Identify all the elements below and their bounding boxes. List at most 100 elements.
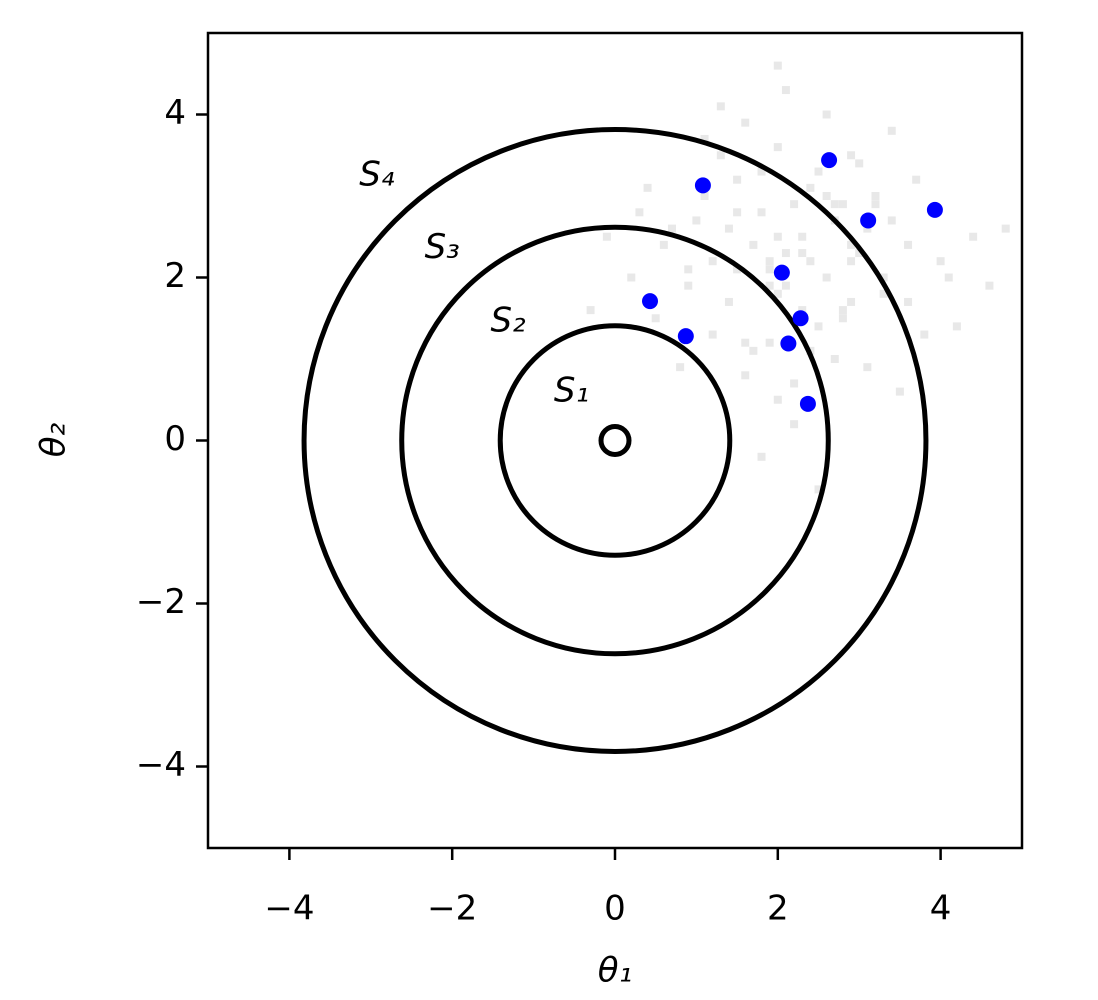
posterior-point <box>733 208 742 217</box>
posterior-point <box>863 224 872 233</box>
posterior-point <box>741 371 750 380</box>
y-tick-label: 0 <box>164 419 186 459</box>
x-tick-label: 4 <box>930 889 952 929</box>
posterior-point <box>936 257 945 266</box>
posterior-point <box>863 363 872 372</box>
region-boundary <box>399 224 831 657</box>
center-marker <box>598 424 632 457</box>
posterior-point <box>741 338 750 347</box>
posterior-point <box>708 257 717 266</box>
posterior-point <box>847 297 856 306</box>
posterior-point <box>822 273 831 282</box>
sample-point <box>860 212 877 229</box>
region-boundary <box>497 323 733 558</box>
posterior-point <box>985 281 994 290</box>
posterior-point <box>806 257 815 266</box>
posterior-point <box>773 289 782 298</box>
posterior-point <box>790 200 799 209</box>
posterior-point <box>765 257 774 266</box>
posterior-point <box>798 249 807 258</box>
posterior-point <box>814 322 823 331</box>
sample-point <box>792 310 809 327</box>
x-axis-label: θ₁ <box>598 951 632 991</box>
x-tick-label: −2 <box>427 889 477 929</box>
posterior-point <box>798 306 807 315</box>
posterior-point <box>667 224 676 233</box>
posterior-point <box>627 273 636 282</box>
posterior-point <box>855 249 864 258</box>
x-tick-label: 2 <box>767 889 789 929</box>
posterior-point <box>969 232 978 241</box>
sample-point <box>677 328 694 345</box>
posterior-point <box>847 151 856 160</box>
y-tick-label: −2 <box>136 582 186 622</box>
posterior-point <box>790 420 799 429</box>
posterior-point <box>879 289 888 298</box>
posterior-point <box>798 232 807 241</box>
sample-point <box>926 201 943 218</box>
posterior-point <box>716 102 725 111</box>
posterior-point <box>692 216 701 225</box>
posterior-point <box>879 273 888 282</box>
posterior-point <box>708 330 717 339</box>
posterior-point <box>838 306 847 315</box>
posterior-point <box>773 395 782 404</box>
posterior-point <box>895 387 904 396</box>
posterior-point <box>757 167 766 176</box>
sample-point <box>821 152 838 169</box>
posterior-point <box>830 200 839 209</box>
posterior-point <box>757 452 766 461</box>
posterior-point <box>749 346 758 355</box>
posterior-point <box>700 192 709 200</box>
posterior-point <box>806 183 815 192</box>
posterior-point <box>871 192 880 200</box>
posterior-point <box>586 306 595 315</box>
posterior-point <box>765 338 774 347</box>
posterior-point <box>716 151 725 160</box>
posterior-point <box>904 240 913 249</box>
posterior-point <box>733 175 742 184</box>
posterior-point <box>871 200 880 209</box>
posterior-point <box>765 265 774 274</box>
posterior-point <box>830 355 839 363</box>
posterior-point <box>724 297 733 306</box>
posterior-point <box>847 240 856 249</box>
posterior-point <box>651 314 660 323</box>
sample-point <box>799 395 816 412</box>
posterior-point <box>773 61 782 70</box>
posterior-point <box>684 281 693 290</box>
posterior-point <box>847 257 856 266</box>
y-tick-label: 2 <box>164 256 186 296</box>
posterior-point <box>773 232 782 241</box>
posterior-point <box>814 485 823 494</box>
sample-point <box>694 177 711 194</box>
posterior-point <box>944 273 953 282</box>
plot-frame <box>206 31 1024 850</box>
posterior-point <box>855 159 864 168</box>
posterior-point <box>822 110 831 119</box>
x-tick-label: −4 <box>264 889 314 929</box>
region-label: S₁ <box>554 371 589 411</box>
posterior-point <box>904 297 913 306</box>
posterior-point <box>838 200 847 209</box>
posterior-point <box>814 167 823 176</box>
posterior-point <box>643 183 652 192</box>
posterior-point <box>659 240 668 249</box>
y-axis-label: θ₂ <box>34 422 74 457</box>
posterior-point <box>741 118 750 127</box>
region-label: S₃ <box>425 227 460 267</box>
posterior-point <box>749 240 758 249</box>
posterior-point <box>676 363 685 372</box>
region-boundary <box>301 127 929 754</box>
posterior-point <box>1001 224 1010 233</box>
posterior-point <box>765 281 774 290</box>
posterior-point <box>757 208 766 217</box>
posterior-point <box>602 232 611 241</box>
posterior-point <box>887 216 896 225</box>
x-tick-label: 0 <box>604 889 626 929</box>
posterior-point <box>724 224 733 233</box>
posterior-point <box>790 379 799 388</box>
posterior-point <box>700 134 709 143</box>
posterior-point <box>733 265 742 274</box>
